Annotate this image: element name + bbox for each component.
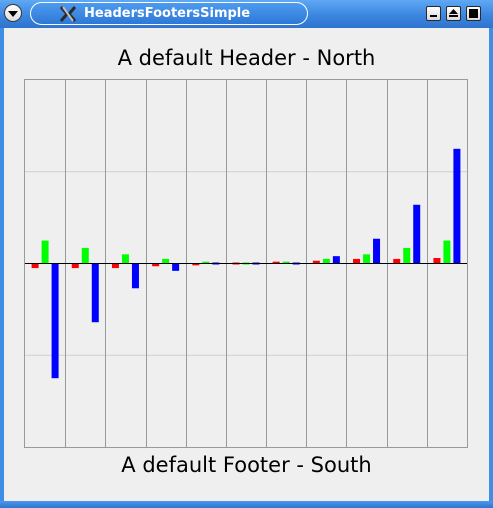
chart-footer: A default Footer - South	[121, 453, 372, 477]
close-icon	[469, 9, 478, 18]
series2-bar	[443, 240, 451, 264]
series1-bar	[152, 263, 160, 267]
series2-bar	[282, 261, 290, 264]
close-button[interactable]	[466, 6, 481, 21]
window-menu-button[interactable]	[4, 4, 22, 22]
series3-bar	[91, 263, 99, 323]
series3-bar	[413, 204, 421, 264]
series3-bar	[131, 263, 139, 289]
title-pill: HeadersFootersSimple	[30, 2, 308, 25]
series3-bar	[373, 238, 381, 264]
series3-bar	[51, 263, 59, 379]
series1-bar	[71, 263, 79, 269]
series1-bar	[31, 263, 39, 269]
chart-panel: A default Header - North A default Foote…	[4, 28, 489, 501]
window-bottom-border	[0, 501, 493, 508]
series1-bar	[353, 258, 361, 264]
series3-bar	[172, 263, 180, 271]
minimize-icon	[430, 15, 437, 17]
series2-bar	[121, 254, 129, 264]
chevron-down-icon	[8, 11, 18, 17]
series2-bar	[41, 240, 49, 264]
series2-bar	[202, 261, 210, 264]
series2-bar	[363, 254, 371, 264]
maximize-button[interactable]	[446, 6, 461, 21]
series1-bar	[393, 258, 401, 264]
series1-bar	[192, 263, 200, 266]
series1-bar	[433, 257, 441, 264]
series1-bar	[312, 260, 320, 264]
series2-bar	[81, 247, 89, 264]
plot-area	[24, 79, 468, 448]
x-app-icon	[59, 6, 77, 22]
bar-chart	[25, 80, 467, 447]
minimize-button[interactable]	[426, 6, 441, 21]
title-bar[interactable]: HeadersFootersSimple	[0, 0, 493, 28]
series2-bar	[322, 258, 330, 264]
chart-header: A default Header - North	[117, 46, 376, 70]
series3-bar	[453, 148, 461, 264]
series1-bar	[272, 261, 280, 264]
series2-bar	[403, 247, 411, 264]
maximize-icon	[449, 9, 458, 17]
series2-bar	[162, 258, 170, 264]
window-title: HeadersFootersSimple	[84, 6, 251, 21]
series3-bar	[332, 256, 340, 264]
series1-bar	[111, 263, 119, 269]
